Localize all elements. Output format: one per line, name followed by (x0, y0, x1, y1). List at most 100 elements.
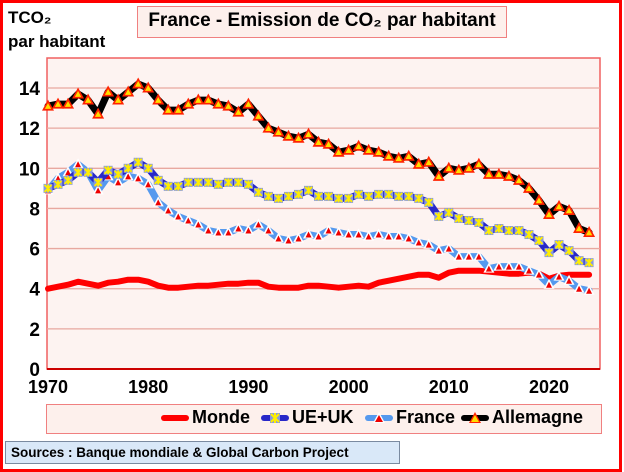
data-point-mark (144, 164, 153, 173)
data-point-mark (415, 239, 422, 246)
data-point-mark (124, 89, 132, 95)
data-point-mark (475, 253, 482, 260)
series-france (42, 158, 595, 295)
data-point-mark (514, 226, 524, 235)
legend-item-allemagne: Allemagne (461, 407, 583, 428)
data-point-mark (355, 231, 362, 238)
data-point-mark (434, 212, 443, 221)
data-point-mark (155, 97, 162, 103)
data-point-mark (44, 103, 52, 109)
data-point-mark (145, 181, 152, 188)
data-point-mark (224, 178, 233, 187)
data-point-mark (83, 168, 93, 177)
data-point-mark (495, 263, 502, 270)
data-point-mark (73, 168, 83, 177)
data-point-mark (154, 176, 163, 185)
data-point-mark (465, 253, 472, 260)
data-point-mark (304, 186, 313, 195)
data-point-mark (205, 227, 212, 234)
legend-marker-allemagne-icon (461, 411, 489, 423)
data-point-mark (114, 170, 123, 179)
data-point-mark (354, 190, 363, 199)
data-point-mark (455, 167, 463, 174)
data-point-mark (255, 113, 262, 119)
data-point-mark (324, 192, 333, 201)
data-point-mark (465, 165, 473, 172)
data-point-mark (135, 175, 142, 182)
data-point-mark (535, 197, 543, 204)
data-point-mark (235, 225, 242, 232)
data-point-mark (314, 192, 323, 201)
data-point-mark (365, 233, 372, 240)
data-point-mark (145, 85, 152, 91)
data-point-mark (74, 91, 82, 97)
series-group (42, 77, 596, 295)
data-point-mark (585, 229, 593, 236)
data-point-mark (385, 233, 392, 240)
y-tick-label: 6 (29, 240, 40, 261)
data-point-mark (265, 227, 272, 234)
data-point-mark (565, 207, 573, 214)
data-point-mark (474, 218, 483, 227)
data-point-mark (93, 178, 103, 187)
data-point-mark (164, 182, 173, 191)
y-tick-label: 2 (29, 320, 40, 341)
chart-title: France - Emission de CO₂ par habitant (148, 10, 496, 31)
legend-marker-ue-uk-icon (261, 412, 289, 423)
data-point-mark (234, 178, 243, 187)
data-point-mark (504, 226, 514, 235)
data-point-mark (564, 246, 574, 255)
data-point-mark (104, 89, 112, 95)
data-point-mark (94, 111, 102, 117)
data-point-mark (63, 176, 73, 185)
data-point-mark (285, 133, 292, 139)
data-point-mark (385, 153, 392, 160)
data-point-mark (225, 103, 232, 109)
data-point-mark (295, 235, 302, 242)
chart-title-box: France - Emission de CO₂ par habitant (137, 6, 507, 38)
data-point-mark (404, 192, 413, 201)
data-point-mark (285, 237, 292, 244)
x-tick-labels: 1970 1980 1990 2000 2010 2020 (28, 377, 569, 397)
data-point-mark (334, 194, 343, 203)
data-point-mark (454, 214, 463, 223)
data-point-mark (335, 229, 342, 236)
data-point-mark (134, 81, 142, 87)
data-point-mark (525, 267, 532, 274)
series-allemagne (42, 77, 596, 238)
data-point-mark (425, 159, 432, 166)
data-point-mark (405, 235, 412, 242)
legend-label-ue-uk: UE+UK (292, 407, 354, 427)
data-point-mark (575, 225, 583, 232)
data-point-mark (185, 101, 192, 107)
x-tick-label: 2010 (429, 377, 469, 397)
data-point-mark (55, 175, 62, 182)
data-point-mark (294, 190, 303, 199)
data-point-mark (554, 240, 564, 249)
data-point-mark (315, 233, 322, 240)
data-point-mark (505, 173, 513, 180)
data-point-mark (355, 143, 362, 150)
data-point-mark (394, 192, 403, 201)
y-axis-title-line2: par habitant (8, 32, 106, 51)
data-point-mark (195, 97, 202, 103)
data-point-mark (54, 101, 62, 107)
plot-background (46, 57, 601, 370)
data-point-mark (315, 139, 322, 146)
x-tick-label: 2020 (529, 377, 569, 397)
data-point-mark (175, 107, 182, 113)
data-point-mark (274, 194, 283, 203)
x-tick-label: 1970 (28, 377, 68, 397)
data-point-mark (95, 187, 102, 194)
series-line-monde (45, 267, 593, 292)
data-point-mark (566, 277, 573, 284)
data-point-mark (335, 149, 342, 156)
data-point-mark (535, 271, 542, 278)
data-point-mark (495, 171, 503, 178)
data-point-mark (84, 97, 92, 103)
data-point-mark (114, 97, 122, 103)
data-point-mark (374, 190, 383, 199)
data-point-mark (165, 207, 172, 214)
data-point-mark (305, 231, 312, 238)
data-point-mark (524, 230, 534, 239)
